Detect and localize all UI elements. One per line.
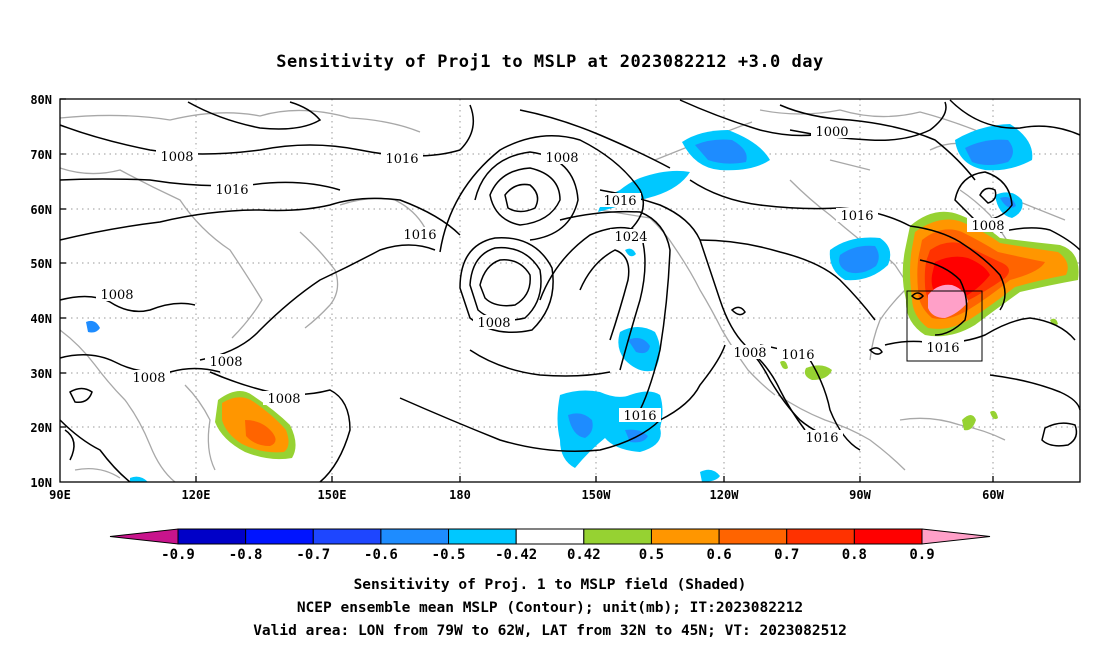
colorbar-label: 0.5: [639, 547, 664, 563]
colorbar-label: -0.6: [364, 547, 398, 563]
x-axis-labels: 90E 120E 150E 180 150W 120W 90W 60W: [49, 488, 1004, 502]
contour-label-12: 1008: [477, 316, 510, 331]
contour-label-1: 1008: [160, 150, 193, 165]
map-panel: 1008 1016 1000 1008 1016 1016 1016 1024 …: [59, 98, 1081, 483]
colorbar-box: [853, 528, 923, 545]
colorbar-label: 0.8: [842, 547, 867, 563]
colorbar-high-triangle: [921, 528, 991, 545]
colorbar-label: -0.9: [161, 547, 195, 563]
contour-label-3: 1000: [815, 125, 848, 140]
colorbar-label: -0.7: [296, 547, 330, 563]
contour-label-4: 1008: [545, 151, 578, 166]
contour-label-16: 1016: [781, 348, 814, 363]
contour-label-15: 1008: [733, 346, 766, 361]
contour-label-19: 1016: [623, 409, 656, 424]
captions: Sensitivity of Proj. 1 to MSLP field (Sh…: [253, 577, 847, 639]
x-tick-180: 180: [449, 488, 471, 502]
x-tick-90w: 90W: [849, 488, 871, 502]
colorbar-box: [177, 528, 247, 545]
y-tick-60n: 60N: [30, 203, 52, 217]
contour-label-18: 1008: [267, 392, 300, 407]
y-axis-labels: 80N 70N 60N 50N 40N 30N 20N 10N: [30, 93, 52, 490]
contour-label-5: 1016: [215, 183, 248, 198]
caption-shading: Sensitivity of Proj. 1 to MSLP field (Sh…: [354, 577, 747, 593]
colorbar-box: [515, 528, 585, 545]
colorbar-box: [786, 528, 855, 545]
colorbar-box: [312, 528, 382, 545]
valid-area-box: [906, 290, 983, 362]
figure-title: Sensitivity of Proj1 to MSLP at 20230822…: [276, 52, 823, 72]
contour-label-2: 1016: [385, 152, 418, 167]
contour-label-13: 1008: [209, 355, 242, 370]
contour-label-9: 1008: [971, 219, 1004, 234]
y-tick-50n: 50N: [30, 257, 52, 271]
x-tick-60w: 60W: [982, 488, 1004, 502]
x-tick-120e: 120E: [182, 488, 211, 502]
y-tick-20n: 20N: [30, 421, 52, 435]
contour-label-14: 1008: [132, 371, 165, 386]
tick-marks: [60, 98, 994, 482]
map-frame: [59, 98, 1081, 483]
contour-label-10: 1016: [403, 228, 436, 243]
caption-contour: NCEP ensemble mean MSLP (Contour); unit(…: [297, 600, 803, 616]
x-tick-150w: 150W: [582, 488, 612, 502]
y-tick-70n: 70N: [30, 148, 52, 162]
contour-label-17: 1016: [926, 341, 959, 356]
colorbar-box: [448, 528, 517, 545]
colorbar-label: -0.42: [495, 547, 537, 563]
contour-label-11: 1008: [100, 288, 133, 303]
colorbar: -0.9 -0.8 -0.7 -0.6 -0.5 -0.42 0.42 0.5 0.6 0.7 0.…: [109, 528, 991, 563]
colorbar-label: -0.5: [432, 547, 466, 563]
x-tick-90e: 90E: [49, 488, 71, 502]
y-tick-30n: 30N: [30, 367, 52, 381]
contour-label-7: 1016: [840, 209, 873, 224]
caption-valid-area: Valid area: LON from 79W to 62W, LAT fro…: [253, 623, 847, 639]
colorbar-label: 0.7: [774, 547, 799, 563]
contour-label-6: 1016: [603, 194, 636, 209]
colorbar-box: [650, 528, 720, 545]
colorbar-box: [245, 528, 314, 545]
colorbar-label: 0.42: [567, 547, 601, 563]
colorbar-box: [718, 528, 788, 545]
colorbar-label: -0.8: [229, 547, 263, 563]
colorbar-box: [380, 528, 450, 545]
colorbar-low-triangle: [109, 528, 179, 545]
colorbar-label: 0.9: [909, 547, 934, 563]
contour-label-20: 1016: [805, 431, 838, 446]
colorbar-label: 0.6: [706, 547, 731, 563]
x-tick-150e: 150E: [318, 488, 347, 502]
x-tick-120w: 120W: [710, 488, 740, 502]
y-tick-40n: 40N: [30, 312, 52, 326]
sensitivity-shading: [86, 124, 1079, 482]
colorbar-box: [583, 528, 652, 545]
contour-label-8: 1024: [614, 230, 647, 245]
y-tick-80n: 80N: [30, 93, 52, 107]
y-tick-10n: 10N: [30, 476, 52, 490]
contour-labels: 1008 1016 1000 1008 1016 1016 1016 1024 …: [96, 124, 1009, 446]
